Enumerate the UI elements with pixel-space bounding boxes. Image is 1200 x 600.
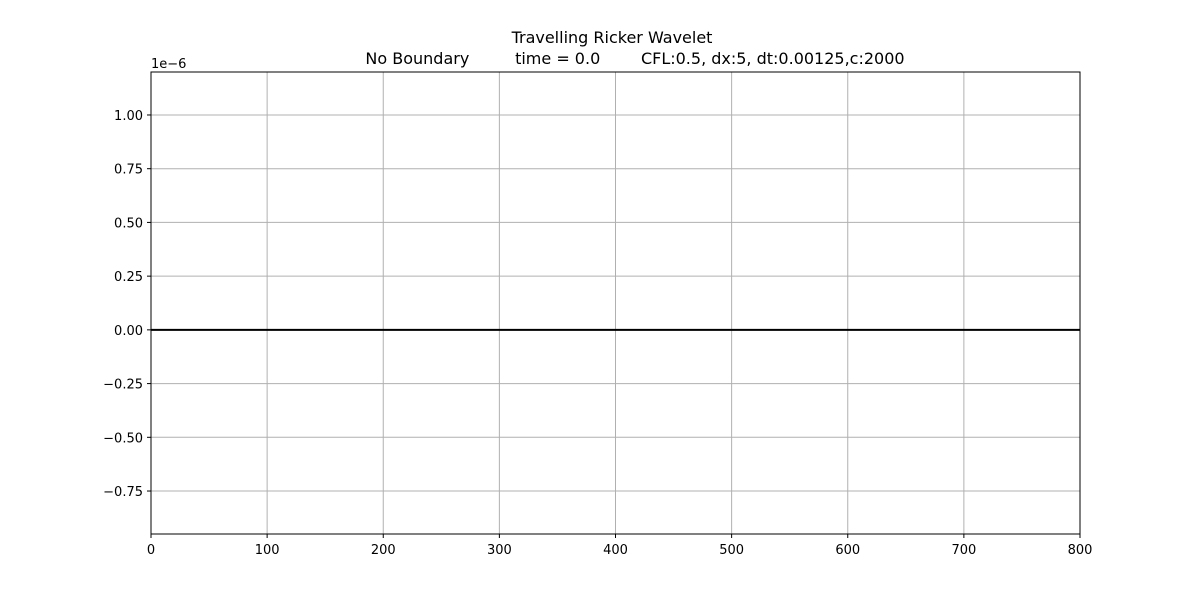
x-tick-label: 500 bbox=[719, 543, 744, 558]
x-tick-label: 400 bbox=[603, 543, 628, 558]
x-axis: 0 100 200 300 400 500 600 700 800 bbox=[147, 534, 1093, 558]
y-tick-label: 0.50 bbox=[114, 216, 143, 231]
y-tick-label: 0.00 bbox=[114, 324, 143, 339]
x-tick-label: 800 bbox=[1068, 543, 1093, 558]
chart-subtitle: No Boundary time = 0.0 CFL:0.5, dx:5, dt… bbox=[365, 49, 904, 68]
y-tick-label: 1.00 bbox=[114, 109, 143, 124]
y-tick-label: −0.75 bbox=[103, 485, 143, 500]
y-tick-label: −0.50 bbox=[103, 431, 143, 446]
y-tick-label: 0.75 bbox=[114, 163, 143, 178]
x-tick-label: 600 bbox=[835, 543, 860, 558]
x-tick-label: 200 bbox=[371, 543, 396, 558]
x-tick-label: 700 bbox=[951, 543, 976, 558]
x-tick-label: 0 bbox=[147, 543, 155, 558]
y-tick-label: 0.25 bbox=[114, 270, 143, 285]
x-tick-label: 100 bbox=[255, 543, 280, 558]
y-axis: 1.00 0.75 0.50 0.25 0.00 −0.25 −0.50 −0.75 bbox=[103, 109, 151, 500]
y-offset-label: 1e−6 bbox=[151, 57, 186, 72]
x-tick-label: 300 bbox=[487, 543, 512, 558]
y-tick-label: −0.25 bbox=[103, 378, 143, 393]
chart-title: Travelling Ricker Wavelet bbox=[511, 28, 713, 47]
